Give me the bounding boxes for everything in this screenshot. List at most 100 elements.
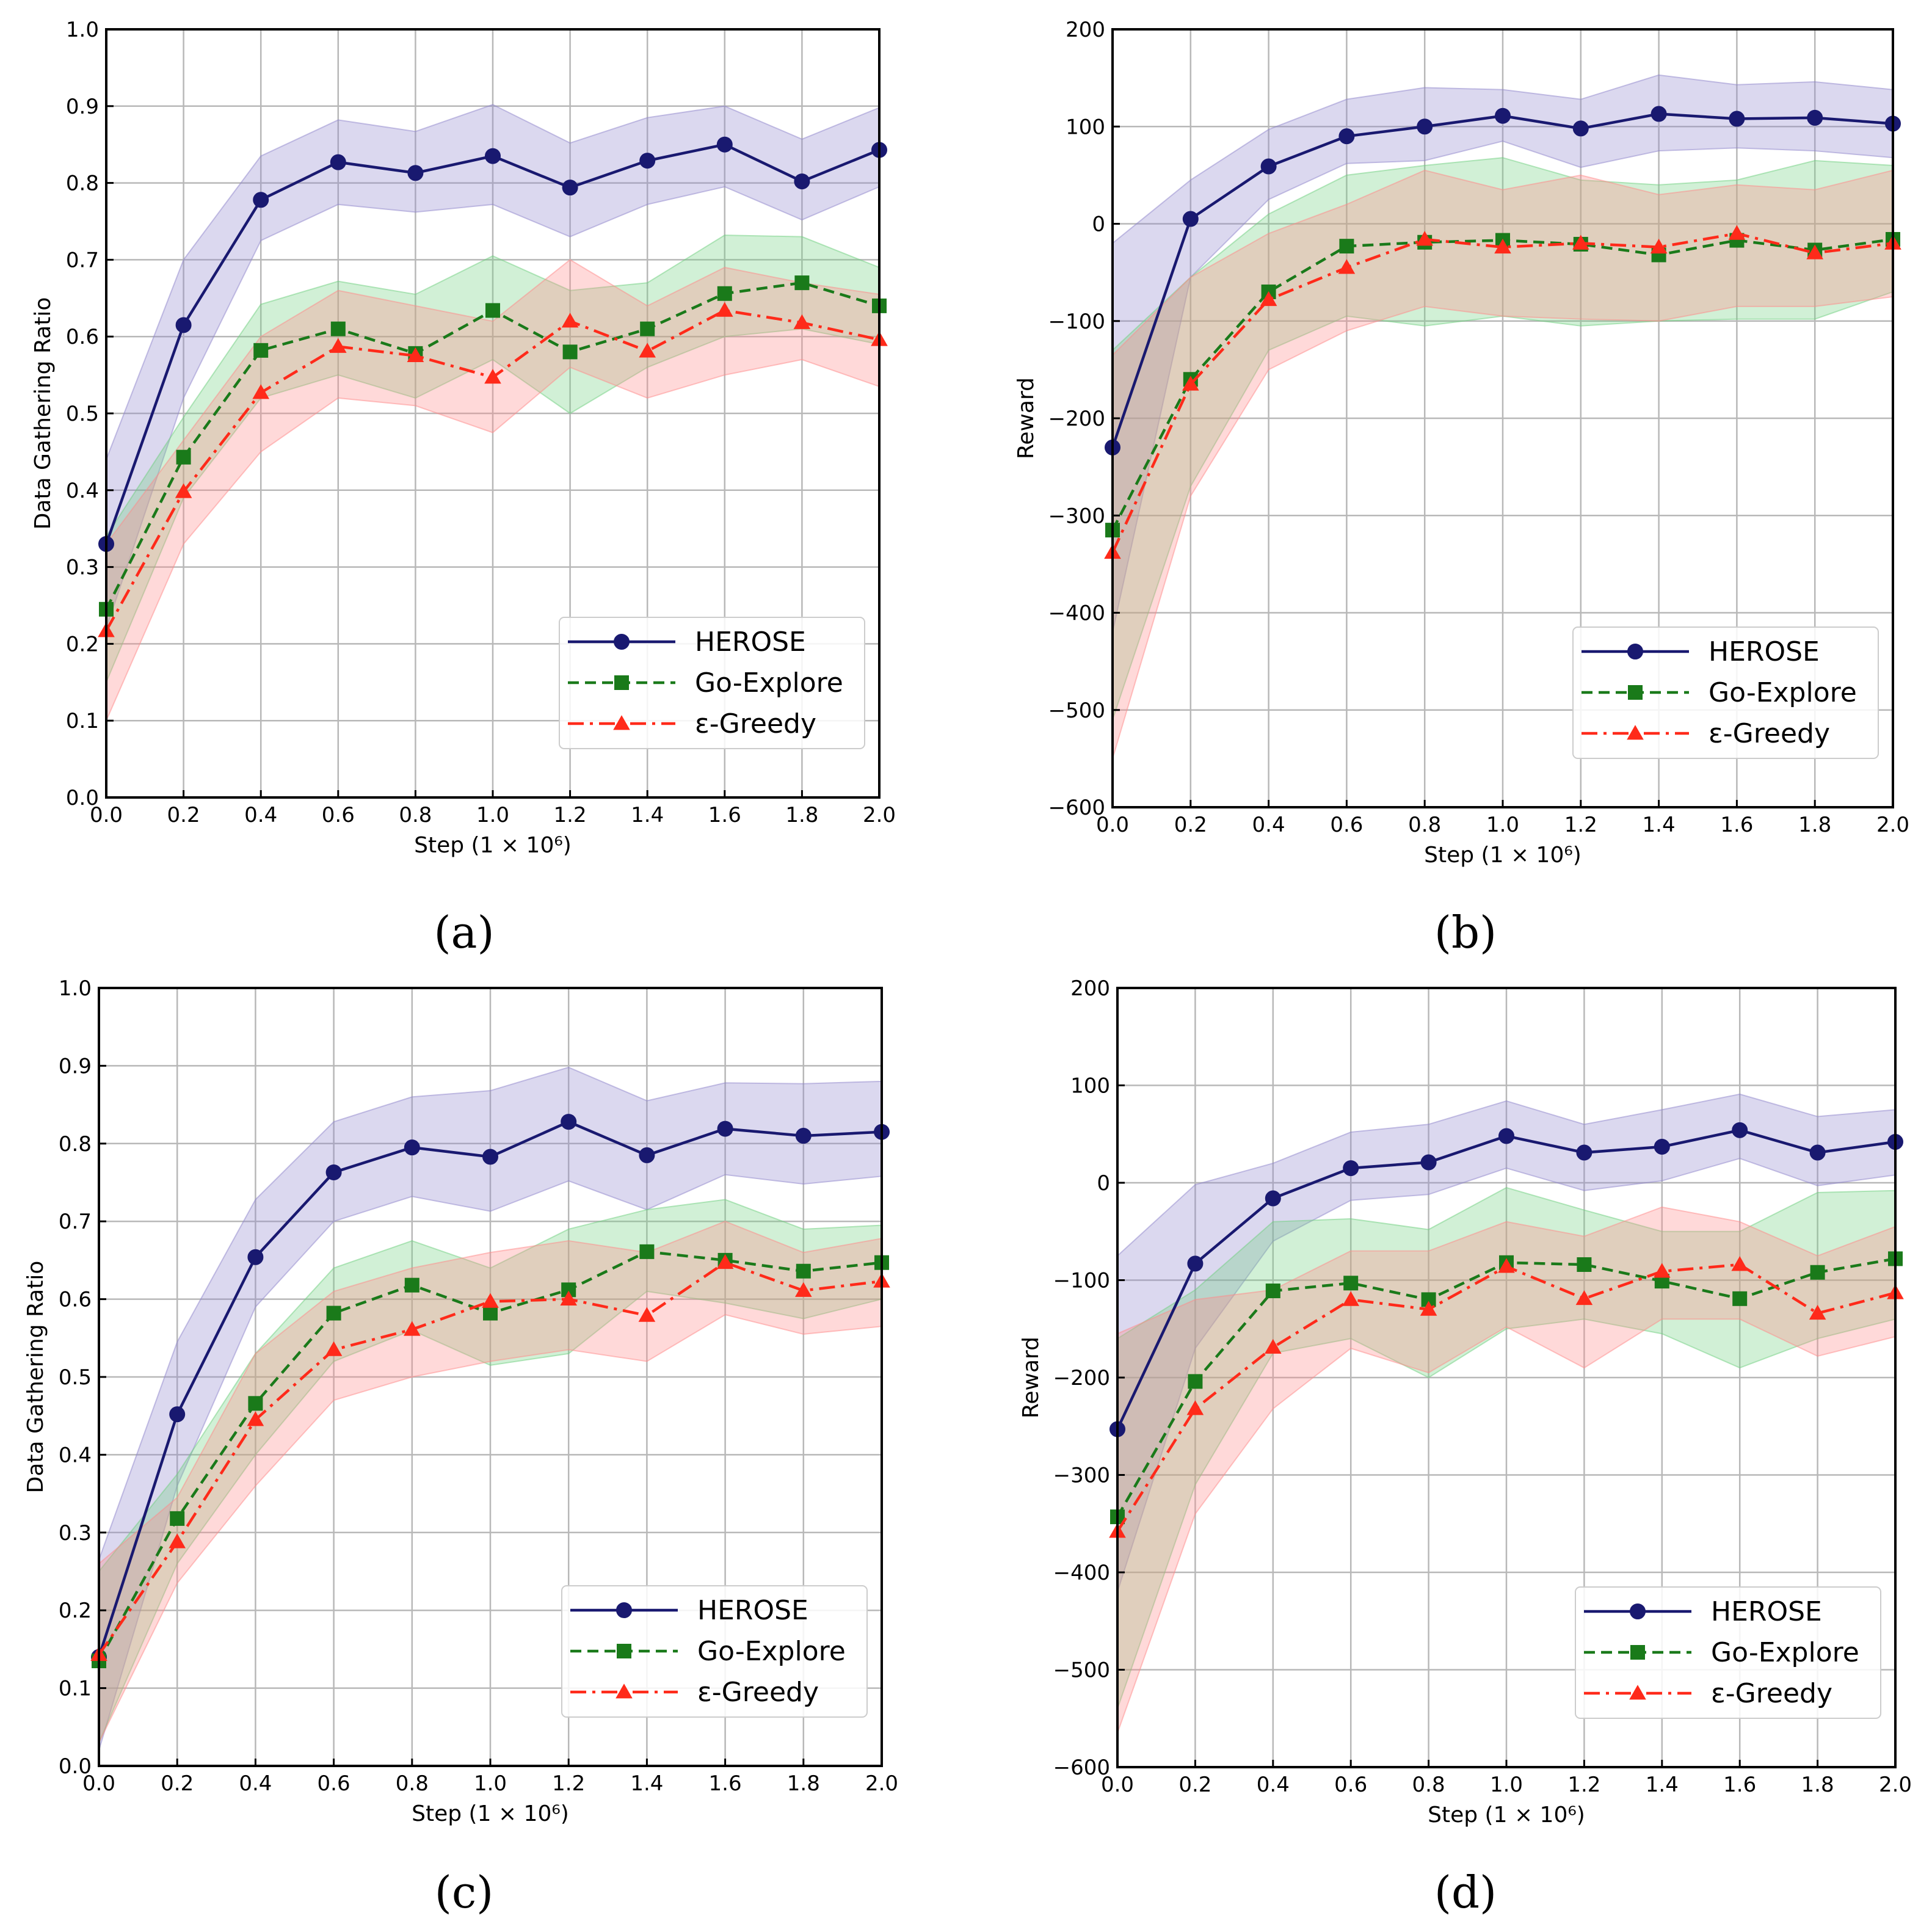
data-point-Go-Explore	[640, 321, 655, 336]
caption-c: (c)	[435, 1867, 494, 1918]
data-point-HEROSE	[1420, 1154, 1437, 1171]
legend: HEROSE Go-Explore ε-Greedy	[559, 617, 865, 749]
data-point-HEROSE	[717, 1120, 733, 1137]
data-point-HEROSE	[1807, 109, 1823, 126]
data-point-HEROSE	[1732, 1122, 1748, 1138]
x-tick-label: 1.0	[476, 803, 509, 827]
y-tick-label: 0.0	[59, 1754, 92, 1779]
panel-b: 0.0 0.2 0.4 0.6 0.8 1.0 1.2 1.4 1.6 1.8 2.0 −600 −50…	[1014, 18, 1909, 868]
data-point-HEROSE	[325, 1164, 342, 1180]
data-point-ε-Greedy	[169, 1533, 186, 1549]
y-tick-label: 100	[1070, 1074, 1110, 1099]
data-point-ε-Greedy	[484, 369, 501, 384]
y-tick-label: 100	[1066, 115, 1105, 139]
y-tick-label: −300	[1053, 1464, 1110, 1488]
data-point-Go-Explore	[330, 321, 346, 336]
data-point-Go-Explore	[1339, 239, 1354, 254]
x-tick-label: 0.2	[1174, 813, 1207, 837]
x-tick-label: 0.2	[1178, 1773, 1211, 1797]
x-tick-label: 0.8	[1408, 813, 1441, 837]
data-point-HEROSE	[1265, 1190, 1281, 1207]
y-tick-label: −200	[1053, 1366, 1110, 1390]
y-tick-label: 0.0	[66, 786, 99, 810]
data-point-ε-Greedy	[1338, 259, 1356, 274]
legend-box	[1572, 626, 1879, 759]
legend-marker-ε-Greedy	[1629, 1685, 1646, 1700]
data-point-HEROSE	[795, 1128, 812, 1144]
legend-label: HEROSE	[695, 626, 806, 658]
legend-marker-ε-Greedy	[1627, 725, 1644, 740]
y-tick-label: 0.3	[66, 556, 99, 580]
data-point-Go-Explore	[562, 344, 578, 360]
x-tick-label: 1.0	[1486, 813, 1519, 837]
data-point-Go-Explore	[1577, 1257, 1592, 1272]
y-tick-label: −500	[1053, 1658, 1110, 1683]
y-tick-label: 0.6	[59, 1288, 92, 1312]
y-axis-title: Data Gathering Ratio	[31, 297, 56, 530]
data-point-ε-Greedy	[330, 338, 347, 353]
x-tick-label: 2.0	[1876, 813, 1909, 837]
data-point-HEROSE	[1417, 118, 1433, 135]
x-tick-label: 1.6	[709, 1771, 742, 1796]
data-point-ε-Greedy	[1342, 1291, 1359, 1306]
x-axis-title: Step (1 × 10⁶)	[412, 1801, 569, 1826]
y-tick-label: 0.8	[59, 1132, 92, 1157]
data-point-Go-Explore	[796, 1263, 811, 1279]
data-point-HEROSE	[794, 173, 810, 190]
data-point-ε-Greedy	[793, 314, 811, 329]
data-point-ε-Greedy	[638, 1307, 656, 1322]
data-point-ε-Greedy	[560, 1290, 577, 1306]
y-axis-title: Reward	[1019, 1337, 1044, 1418]
data-point-ε-Greedy	[639, 343, 656, 358]
y-tick-label: −500	[1048, 699, 1105, 723]
x-tick-label: 0.2	[161, 1771, 194, 1796]
y-tick-label: 0.7	[59, 1210, 92, 1234]
y-tick-label: 0.5	[66, 402, 99, 426]
data-point-HEROSE	[1498, 1128, 1514, 1144]
y-tick-label: 200	[1066, 18, 1105, 42]
data-point-HEROSE	[639, 153, 656, 169]
data-point-HEROSE	[1338, 128, 1355, 145]
data-point-Go-Explore	[248, 1396, 263, 1411]
data-point-ε-Greedy	[1420, 1301, 1437, 1316]
data-point-ε-Greedy	[1498, 1258, 1515, 1273]
x-tick-label: 2.0	[865, 1771, 898, 1796]
panel-c: 0.0 0.2 0.4 0.6 0.8 1.0 1.2 1.4 1.6 1.8 2.0 0.0 0.1 0…	[23, 976, 898, 1826]
data-point-ε-Greedy	[252, 384, 269, 399]
data-point-HEROSE	[1576, 1144, 1592, 1161]
data-point-HEROSE	[1495, 107, 1511, 124]
data-point-Go-Explore	[1732, 1291, 1748, 1306]
legend-label: ε-Greedy	[697, 1677, 819, 1708]
data-point-ε-Greedy	[407, 347, 424, 362]
x-tick-label: 2.0	[863, 803, 896, 827]
series-line-ε-Greedy	[98, 1261, 882, 1656]
x-tick-label: 1.2	[554, 803, 587, 827]
legend-label: ε-Greedy	[1709, 718, 1830, 749]
y-tick-label: 1.0	[66, 18, 99, 42]
data-point-HEROSE	[485, 148, 501, 164]
data-point-HEROSE	[562, 180, 578, 196]
data-point-Go-Explore	[1810, 1265, 1825, 1280]
x-axis-title: Step (1 × 10⁶)	[1428, 1803, 1585, 1828]
series-line-ε-Greedy	[1111, 232, 1894, 553]
data-point-ε-Greedy	[247, 1411, 264, 1426]
caption-b: (b)	[1434, 907, 1497, 958]
data-point-ε-Greedy	[1654, 1263, 1671, 1278]
data-point-ε-Greedy	[1809, 1304, 1826, 1320]
data-point-HEROSE	[1654, 1138, 1670, 1155]
y-tick-label: −600	[1053, 1756, 1110, 1780]
data-point-Go-Explore	[485, 303, 500, 318]
legend-marker-ε-Greedy	[613, 715, 630, 730]
data-point-Go-Explore	[639, 1244, 655, 1259]
y-tick-label: 0	[1097, 1171, 1110, 1196]
data-point-Go-Explore	[176, 449, 191, 465]
x-tick-label: 1.4	[631, 803, 664, 827]
data-point-Go-Explore	[1188, 1374, 1203, 1389]
x-tick-label: 0.4	[239, 1771, 272, 1796]
data-point-Go-Explore	[170, 1511, 185, 1526]
y-tick-label: 0	[1092, 212, 1105, 237]
legend-box	[561, 1585, 868, 1718]
data-point-HEROSE	[330, 154, 346, 170]
data-point-ε-Greedy	[1731, 1256, 1748, 1271]
data-point-HEROSE	[1729, 111, 1745, 127]
